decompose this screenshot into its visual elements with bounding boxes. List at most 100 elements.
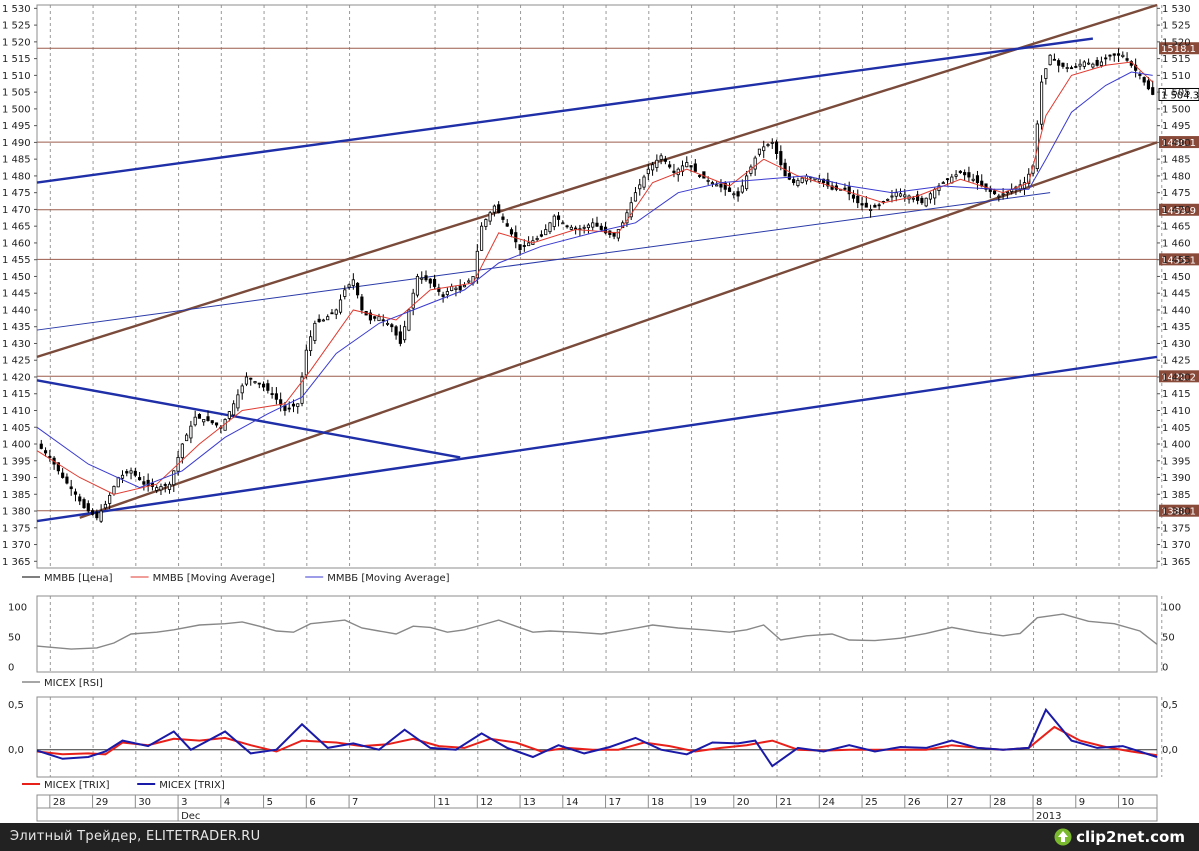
candle-body xyxy=(351,279,355,286)
candle-body xyxy=(963,172,967,176)
candle-body xyxy=(997,195,1001,198)
candle-body xyxy=(73,491,78,495)
candle-body xyxy=(334,309,338,315)
candle-body xyxy=(715,184,719,187)
price-tick-label: 1 515 xyxy=(1162,54,1191,65)
price-tick-label: 1 475 xyxy=(1162,188,1191,199)
candle-body xyxy=(462,284,467,288)
day-label: 29 xyxy=(96,797,109,808)
candle-body xyxy=(82,499,86,509)
price-tick-label: 1 380 xyxy=(2,507,31,518)
price-tick-label: 1 440 xyxy=(2,305,31,316)
price-tick-label: 1 425 xyxy=(2,356,31,367)
price-tick-label: 1 375 xyxy=(1162,523,1191,534)
level-flag xyxy=(1159,504,1199,517)
candle-body xyxy=(86,503,90,512)
price-tick-label: 1 365 xyxy=(1162,557,1191,568)
candle-body xyxy=(454,287,458,290)
candle-body xyxy=(890,195,894,198)
candle-body xyxy=(586,224,591,228)
candle-body xyxy=(193,416,197,426)
trix-tick-label: 0,0 xyxy=(8,745,24,756)
price-tick-label: 1 460 xyxy=(2,238,31,249)
candle-body xyxy=(642,176,646,188)
candle-body xyxy=(633,192,638,202)
period-label: Dec xyxy=(181,811,200,822)
candle-body xyxy=(112,486,116,495)
axis-labels: 1 530 1 530 1 525 1 525 1 520 1 520 1 515 1 515… xyxy=(2,4,1191,756)
candle-body xyxy=(488,212,492,222)
clip2net-logo[interactable]: clip2net.com xyxy=(1054,827,1185,847)
candle-body xyxy=(954,174,958,177)
candle-body xyxy=(796,179,800,186)
candle-body xyxy=(501,216,505,220)
candle-body xyxy=(574,227,578,230)
candle-body xyxy=(702,171,706,179)
candle-body xyxy=(561,222,565,225)
candle-body xyxy=(975,175,980,184)
candle-body xyxy=(321,319,325,322)
candle-body xyxy=(309,336,313,352)
rsi-tick-label: 50 xyxy=(8,633,21,644)
day-label: 25 xyxy=(865,797,878,808)
price-tick-label: 1 510 xyxy=(2,71,31,82)
candle-body xyxy=(826,179,830,187)
candle-body xyxy=(924,197,928,207)
candle-body xyxy=(723,182,727,190)
candle-body xyxy=(552,215,556,227)
price-tick-label: 1 485 xyxy=(2,155,31,166)
candle-body xyxy=(108,494,112,504)
day-label: 26 xyxy=(908,797,921,808)
price-tick-label: 1 400 xyxy=(2,440,31,451)
candle-body xyxy=(330,312,334,315)
candle-body xyxy=(163,484,167,486)
candle-body xyxy=(1052,58,1056,61)
rsi-panel xyxy=(36,613,1158,650)
price-frame xyxy=(36,4,1158,569)
candle-body xyxy=(569,226,573,230)
candle-body xyxy=(437,287,441,292)
candle-body xyxy=(698,175,702,177)
last-price-label: 1 504.3 xyxy=(1161,90,1199,101)
candle-body xyxy=(390,324,394,328)
candle-body xyxy=(1151,87,1155,95)
candle-body xyxy=(1146,80,1151,90)
price-tick-label: 1 465 xyxy=(2,222,31,233)
price-tick-label: 1 470 xyxy=(1162,205,1191,216)
candle-body xyxy=(655,159,659,168)
candle-body xyxy=(1121,54,1125,57)
price-candles xyxy=(39,48,1155,524)
candle-body xyxy=(1065,67,1069,69)
candle-body xyxy=(774,141,779,154)
price-tick-label: 1 480 xyxy=(2,171,31,182)
candle-body xyxy=(296,403,300,407)
price-tick-label: 1 415 xyxy=(2,389,31,400)
candle-body xyxy=(300,376,304,404)
candle-body xyxy=(253,381,257,384)
candle-body xyxy=(210,420,214,424)
horizontal-levels: 1518.1 1490.1 1469.9 1455.1 1420.2 1380.1 xyxy=(37,42,1199,518)
price-tick-label: 1 385 xyxy=(1162,490,1191,501)
candle-body xyxy=(69,486,73,490)
candle-body xyxy=(599,225,603,230)
price-tick-label: 1 400 xyxy=(1162,440,1191,451)
footer-source-text: Элитный Трейдер, ELITETRADER.RU xyxy=(10,829,261,844)
candle-body xyxy=(509,229,514,235)
candle-body xyxy=(274,393,278,400)
candle-body xyxy=(138,477,142,481)
price-tick-label: 1 520 xyxy=(2,37,31,48)
candle-body xyxy=(304,349,308,376)
candle-body xyxy=(291,403,296,407)
day-label: 28 xyxy=(53,797,66,808)
day-label: 30 xyxy=(138,797,151,808)
legend-label: ММВБ [Moving Average] xyxy=(153,573,275,584)
price-tick-label: 1 485 xyxy=(1162,155,1191,166)
candle-body xyxy=(565,225,569,228)
candle-body xyxy=(1044,68,1048,79)
trend-lines xyxy=(36,3,1158,523)
candle-body xyxy=(740,185,744,193)
price-tick-label: 1 375 xyxy=(2,523,31,534)
candle-body xyxy=(732,193,736,196)
day-label: 12 xyxy=(480,797,493,808)
price-tick-label: 1 365 xyxy=(2,557,31,568)
